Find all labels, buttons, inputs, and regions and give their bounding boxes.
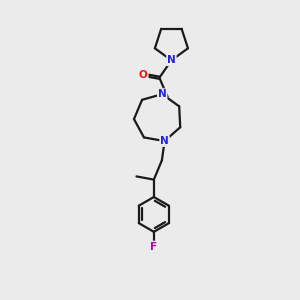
- Text: N: N: [158, 89, 167, 99]
- Text: O: O: [139, 70, 148, 80]
- Text: N: N: [167, 55, 176, 65]
- Text: N: N: [160, 136, 169, 146]
- Text: F: F: [150, 242, 158, 251]
